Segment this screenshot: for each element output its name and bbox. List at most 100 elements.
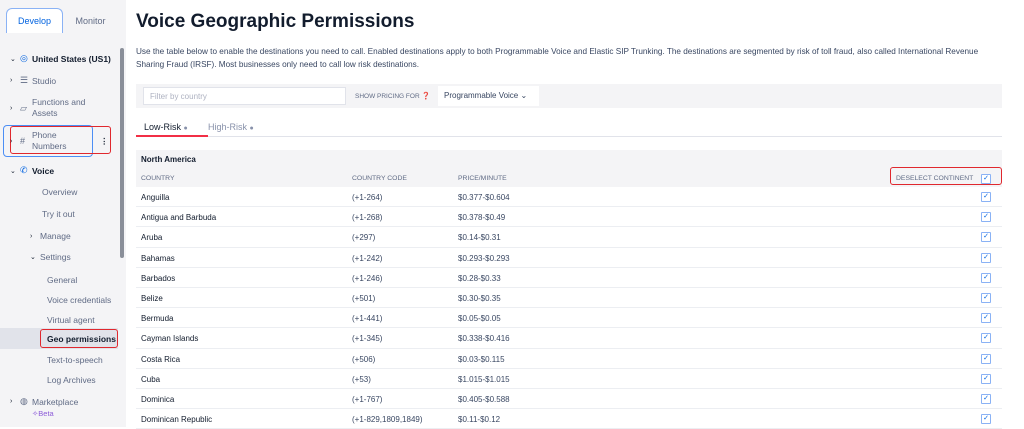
sidebar-item-studio[interactable]: › ☰ Studio bbox=[10, 75, 57, 86]
price-per-minute: $0.338-$0.416 bbox=[458, 334, 510, 344]
country-code: (+506) bbox=[352, 354, 376, 364]
more-icon[interactable]: ⋮ bbox=[100, 135, 109, 146]
chevron-right-icon: › bbox=[10, 77, 13, 84]
enable-checkbox[interactable]: ✓ bbox=[981, 232, 991, 243]
country-code: (+1-268) bbox=[352, 213, 383, 223]
highlight-box bbox=[890, 167, 1002, 185]
table-row: Costa Rica (+506) $0.03-$0.115 ✓ bbox=[136, 349, 1002, 369]
focus-outline bbox=[3, 125, 93, 157]
sidebar-item-virtual-agent[interactable]: Virtual agent bbox=[47, 315, 95, 325]
country-name: Aruba bbox=[141, 233, 163, 243]
enable-checkbox[interactable]: ✓ bbox=[981, 212, 991, 223]
chevron-down-icon: ⌄ bbox=[10, 167, 16, 175]
sidebar-item-text-to-speech[interactable]: Text-to-speech bbox=[47, 355, 103, 365]
chevron-down-icon: ⌄ bbox=[30, 254, 36, 261]
enable-checkbox[interactable]: ✓ bbox=[981, 272, 991, 283]
sidebar-region[interactable]: ⌄ ◎ United States (US1) bbox=[10, 53, 111, 64]
sidebar-scrollbar[interactable] bbox=[118, 0, 126, 427]
sidebar-item-functions[interactable]: › ▱ Functions and Assets bbox=[10, 97, 86, 118]
table-row: Bahamas (+1-242) $0.293-$0.293 ✓ bbox=[136, 248, 1002, 268]
country-code: (+1-829,1809,1849) bbox=[352, 415, 423, 425]
tab-low-risk[interactable]: Low-Risk ● bbox=[136, 122, 208, 137]
enable-checkbox[interactable]: ✓ bbox=[981, 394, 991, 404]
deselect-continent-checkbox[interactable]: ✓ bbox=[981, 174, 991, 184]
sidebar-item-voice[interactable]: ⌄✆OverviewVoice bbox=[10, 165, 55, 176]
enable-checkbox[interactable]: ✓ bbox=[981, 313, 991, 324]
country-code: (+1-264) bbox=[352, 193, 383, 202]
country-name: Cayman Islands bbox=[141, 334, 199, 344]
functions-icon: ▱ bbox=[20, 102, 27, 113]
sidebar-item-log-archives[interactable]: Log Archives bbox=[47, 375, 96, 385]
country-name: Dominica bbox=[141, 395, 175, 404]
phone-icon: ✆ bbox=[20, 165, 28, 175]
enable-checkbox[interactable]: ✓ bbox=[981, 333, 991, 344]
tab-develop[interactable]: Develop bbox=[6, 8, 63, 33]
show-pricing-label: SHOW PRICING FOR ❓ bbox=[355, 93, 431, 100]
hash-icon: # bbox=[20, 135, 26, 146]
filter-bar: Filter by country SHOW PRICING FOR ❓ Pro… bbox=[136, 84, 1002, 108]
sidebar-item-phone-numbers[interactable]: › # Phone Numbers ⋮ bbox=[10, 130, 109, 151]
chevron-right-icon: › bbox=[10, 104, 13, 112]
col-code: COUNTRY CODE bbox=[352, 175, 407, 182]
sidebar-item-general[interactable]: General bbox=[47, 275, 78, 285]
price-per-minute: $0.377-$0.604 bbox=[458, 193, 510, 202]
country-name: Bahamas bbox=[141, 253, 175, 263]
country-name: Costa Rica bbox=[141, 354, 181, 364]
continent-name: North America bbox=[141, 155, 196, 164]
country-code: (+1-767) bbox=[352, 395, 383, 404]
globe-icon: ◎ bbox=[20, 53, 28, 63]
sidebar-item-settings[interactable]: ⌄ Settings bbox=[30, 252, 71, 262]
highlight-box bbox=[10, 126, 111, 154]
price-per-minute: $1.015-$1.015 bbox=[458, 374, 510, 384]
page-title: Voice Geographic Permissions bbox=[136, 11, 415, 32]
tab-high-risk[interactable]: High-Risk ● bbox=[208, 122, 254, 132]
country-code: (+53) bbox=[352, 374, 371, 384]
beta-badge: ✧ Beta bbox=[32, 409, 54, 418]
table-row: Cuba (+53) $1.015-$1.015 ✓ bbox=[136, 369, 1002, 389]
sidebar-item-marketplace[interactable]: › ◍ Marketplace bbox=[10, 396, 79, 407]
price-per-minute: $0.14-$0.31 bbox=[458, 233, 501, 243]
enable-checkbox[interactable]: ✓ bbox=[981, 414, 991, 425]
marketplace-icon: ◍ bbox=[20, 396, 28, 406]
enable-checkbox[interactable]: ✓ bbox=[981, 353, 991, 364]
chevron-right-icon: › bbox=[30, 232, 33, 240]
enable-checkbox[interactable]: ✓ bbox=[981, 293, 991, 303]
help-icon: ● bbox=[183, 125, 188, 132]
scrollbar-thumb[interactable] bbox=[120, 48, 124, 258]
help-icon: ❓ bbox=[421, 93, 431, 100]
price-per-minute: $0.293-$0.293 bbox=[458, 253, 510, 263]
continent-header: North America COUNTRY COUNTRY CODE PRICE… bbox=[136, 150, 1002, 187]
enable-checkbox[interactable]: ✓ bbox=[981, 252, 991, 263]
chevron-down-icon: ⌄ bbox=[10, 55, 16, 63]
col-price: PRICE/MINUTE bbox=[458, 175, 507, 182]
price-per-minute: $0.28-$0.33 bbox=[458, 273, 501, 283]
enable-checkbox[interactable]: ✓ bbox=[981, 373, 991, 384]
sidebar-item-try-it-out[interactable]: Try it out bbox=[42, 209, 75, 219]
table-row: Cayman Islands (+1-345) $0.338-$0.416 ✓ bbox=[136, 328, 1002, 349]
sparkle-icon: ✧ bbox=[32, 409, 39, 418]
table-row: Dominican Republic (+1-829,1809,1849) $0.1… bbox=[136, 409, 1002, 429]
price-per-minute: $0.405-$0.588 bbox=[458, 395, 510, 404]
price-per-minute: $0.378-$0.49 bbox=[458, 213, 506, 223]
sidebar-item-manage[interactable]: › Manage bbox=[30, 231, 71, 241]
country-name: Antigua and Barbuda bbox=[141, 213, 217, 223]
table-row: Anguilla (+1-264) $0.377-$0.604 ✓ bbox=[136, 187, 1002, 208]
pricing-select[interactable]: Programmable Voice ⌄ bbox=[438, 86, 539, 106]
enable-checkbox[interactable]: ✓ bbox=[981, 192, 991, 202]
price-per-minute: $0.11-$0.12 bbox=[458, 415, 501, 425]
filter-country-input[interactable]: Filter by country bbox=[143, 87, 346, 105]
table-row: Antigua and Barbuda (+1-268) $0.378-$0.49 ✓ bbox=[136, 207, 1002, 228]
help-icon: ● bbox=[249, 125, 254, 132]
highlight-box bbox=[40, 329, 118, 348]
country-name: Bermuda bbox=[141, 314, 174, 324]
deselect-continent-label: DESELECT CONTINENT bbox=[896, 175, 974, 182]
country-code: (+1-441) bbox=[352, 314, 383, 324]
sidebar: Develop Monitor ⌄ ◎ United States (US1) › ☰… bbox=[0, 0, 118, 427]
sidebar-item-overview[interactable]: Overview bbox=[42, 187, 78, 197]
page-description: Use the table below to enable the destin… bbox=[136, 47, 979, 69]
chevron-right-icon: › bbox=[10, 137, 13, 145]
tab-monitor[interactable]: Monitor bbox=[75, 15, 106, 26]
sidebar-item-geo-permissions[interactable]: Geo permissions bbox=[47, 334, 116, 344]
studio-icon: ☰ bbox=[20, 75, 29, 85]
sidebar-item-voice-credentials[interactable]: Voice credentials bbox=[47, 295, 112, 305]
